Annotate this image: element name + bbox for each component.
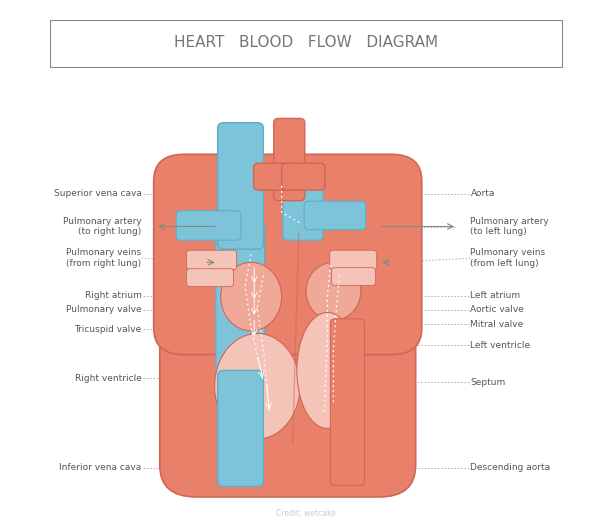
Text: Left ventricle: Left ventricle — [471, 341, 531, 350]
Text: Tricuspid valve: Tricuspid valve — [74, 325, 141, 334]
FancyBboxPatch shape — [187, 250, 237, 270]
FancyBboxPatch shape — [176, 211, 241, 240]
FancyBboxPatch shape — [304, 201, 366, 229]
Text: Aortic valve: Aortic valve — [471, 305, 524, 314]
Text: Right atrium: Right atrium — [84, 291, 141, 300]
Ellipse shape — [306, 262, 361, 320]
Text: Aorta: Aorta — [471, 189, 495, 198]
Text: Pulmonary valve: Pulmonary valve — [66, 305, 141, 314]
FancyBboxPatch shape — [283, 184, 323, 240]
FancyBboxPatch shape — [187, 269, 234, 287]
Text: Left atrium: Left atrium — [471, 291, 521, 300]
Text: HEART   BLOOD   FLOW   DIAGRAM: HEART BLOOD FLOW DIAGRAM — [174, 35, 438, 50]
FancyBboxPatch shape — [154, 154, 422, 355]
FancyBboxPatch shape — [274, 118, 305, 201]
FancyBboxPatch shape — [218, 122, 263, 249]
FancyBboxPatch shape — [330, 250, 376, 270]
Text: Pulmonary veins
(from right lung): Pulmonary veins (from right lung) — [66, 249, 141, 268]
FancyBboxPatch shape — [282, 163, 325, 190]
Text: Inferior vena cava: Inferior vena cava — [59, 463, 141, 472]
FancyBboxPatch shape — [160, 197, 416, 497]
FancyBboxPatch shape — [330, 319, 365, 485]
Ellipse shape — [297, 313, 358, 428]
Text: Septum: Septum — [471, 377, 506, 386]
Ellipse shape — [221, 262, 282, 331]
Text: Pulmonary artery
(to left lung): Pulmonary artery (to left lung) — [471, 217, 549, 236]
Text: Credit: wetcake: Credit: wetcake — [276, 509, 336, 518]
Text: Superior vena cava: Superior vena cava — [54, 189, 141, 198]
Text: Mitral valve: Mitral valve — [471, 320, 524, 329]
Text: Right ventricle: Right ventricle — [75, 374, 141, 383]
FancyBboxPatch shape — [253, 163, 297, 190]
FancyBboxPatch shape — [332, 268, 375, 286]
Text: Descending aorta: Descending aorta — [471, 463, 551, 472]
FancyBboxPatch shape — [218, 370, 263, 487]
Text: Pulmonary artery
(to right lung): Pulmonary artery (to right lung) — [63, 217, 141, 236]
Text: Pulmonary veins
(from left lung): Pulmonary veins (from left lung) — [471, 249, 546, 268]
Ellipse shape — [215, 333, 300, 439]
FancyBboxPatch shape — [216, 223, 264, 386]
